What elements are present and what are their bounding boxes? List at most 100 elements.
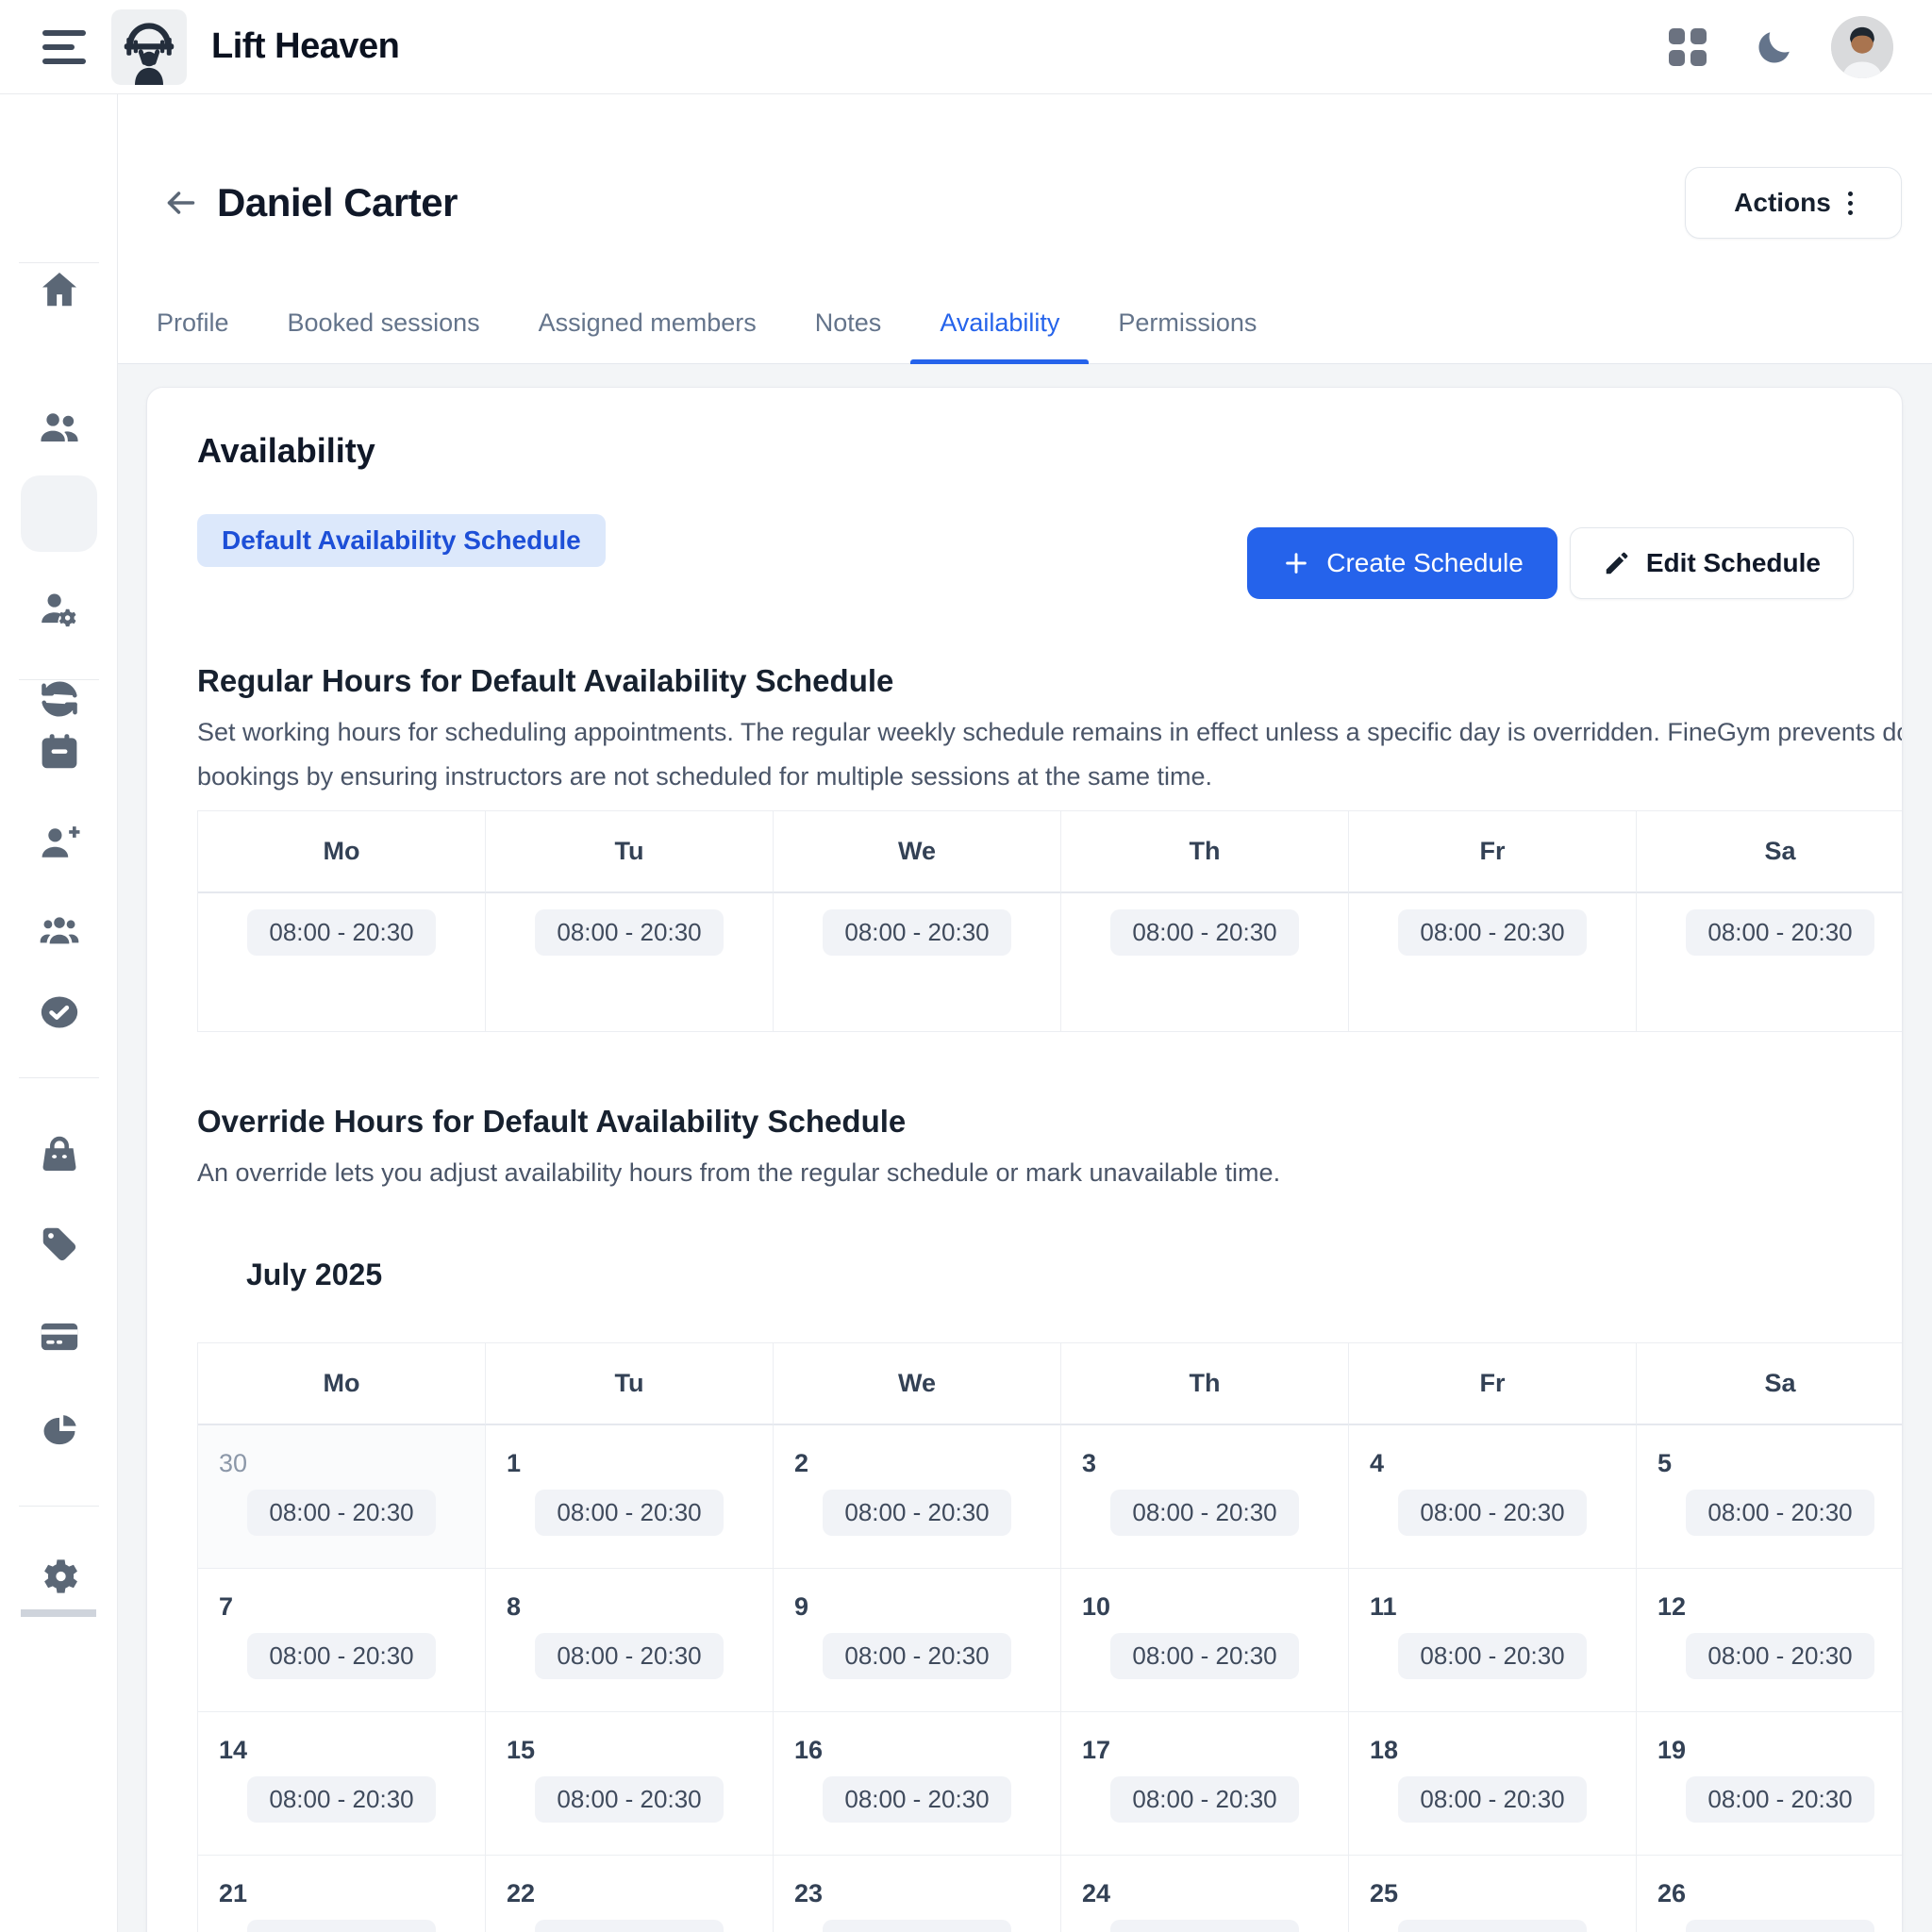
calendar-day-cell[interactable]: 3 08:00 - 20:30: [1061, 1425, 1349, 1569]
time-chip: 08:00 - 20:30: [1686, 909, 1874, 956]
calendar-day-cell[interactable]: 10 08:00 - 20:30: [1061, 1569, 1349, 1712]
day-number: 25: [1370, 1879, 1399, 1907]
calendar-day-cell[interactable]: 9 08:00 - 20:30: [774, 1569, 1061, 1712]
calendar-icon[interactable]: [37, 729, 82, 774]
tab-profile[interactable]: Profile: [157, 308, 229, 337]
day-header: We: [774, 811, 1061, 893]
pie-chart-icon[interactable]: [37, 1408, 82, 1454]
day-header: We: [774, 1343, 1061, 1425]
time-chip: 08:00 - 20:30: [1686, 1490, 1874, 1536]
time-chip: 08:00 - 20:30: [247, 909, 436, 956]
calendar-day-cell[interactable]: 14 08:00 - 20:30: [198, 1712, 486, 1856]
kebab-menu-icon: [1847, 191, 1853, 215]
time-chip: 08:00 - 20:30: [823, 909, 1011, 956]
day-number: 10: [1082, 1592, 1111, 1621]
sync-icon[interactable]: [37, 676, 82, 722]
time-chip: 08:00 - 20:30: [1398, 1490, 1587, 1536]
app-title: Lift Heaven: [211, 26, 400, 66]
gear-icon[interactable]: [37, 1554, 82, 1599]
calendar-day-cell[interactable]: 18 08:00 - 20:30: [1349, 1712, 1637, 1856]
calendar-week-row: 21 08:00 - 20:30 22 08:00 - 20:30 23 08:00 - …: [198, 1856, 1902, 1932]
home-icon[interactable]: [37, 267, 82, 312]
calendar-day-cell[interactable]: 8 08:00 - 20:30: [486, 1569, 774, 1712]
day-header: Fr: [1349, 1343, 1637, 1425]
calendar-day-cell[interactable]: 21 08:00 - 20:30: [198, 1856, 486, 1932]
regular-hours-heading: Regular Hours for Default Availability S…: [197, 663, 894, 698]
calendar-day-cell[interactable]: 23 08:00 - 20:30: [774, 1856, 1061, 1932]
day-number: 30: [219, 1449, 248, 1477]
actions-button[interactable]: Actions: [1685, 167, 1902, 239]
credit-card-icon[interactable]: [37, 1314, 82, 1359]
calendar-day-cell[interactable]: 5 08:00 - 20:30: [1637, 1425, 1902, 1569]
day-number: 18: [1370, 1736, 1399, 1764]
sidebar-divider: [19, 1077, 99, 1078]
tab-availability[interactable]: Availability: [910, 282, 1090, 364]
day-number: 16: [794, 1736, 824, 1764]
create-schedule-button[interactable]: Create Schedule: [1247, 527, 1557, 599]
user-gear-icon[interactable]: [37, 586, 82, 631]
page-title: Daniel Carter: [217, 180, 458, 225]
day-number: 3: [1082, 1449, 1097, 1477]
tab-booked-sessions[interactable]: Booked sessions: [287, 308, 480, 337]
day-number: 22: [507, 1879, 536, 1907]
page-head: Daniel Carter Actions Profile Booked sess…: [118, 94, 1932, 364]
user-avatar[interactable]: [1831, 15, 1893, 78]
time-chip: 08:00 - 20:30: [247, 1920, 436, 1932]
tab-permissions[interactable]: Permissions: [1118, 308, 1257, 337]
tab-notes[interactable]: Notes: [814, 308, 882, 337]
time-chip: 08:00 - 20:30: [1110, 909, 1299, 956]
back-button[interactable]: [158, 180, 204, 225]
barbell-logo: [111, 8, 187, 85]
day-number: 9: [794, 1592, 809, 1621]
time-chip: 08:00 - 20:30: [535, 1920, 724, 1932]
calendar-day-cell[interactable]: 1 08:00 - 20:30: [486, 1425, 774, 1569]
calendar-day-cell[interactable]: 16 08:00 - 20:30: [774, 1712, 1061, 1856]
calendar-day-cell[interactable]: 11 08:00 - 20:30: [1349, 1569, 1637, 1712]
sidebar-scroll-thumb[interactable]: [21, 1609, 96, 1617]
day-header: Tu: [486, 811, 774, 893]
check-circle-icon[interactable]: [37, 990, 82, 1035]
user-plus-icon[interactable]: [37, 820, 82, 865]
calendar-day-cell[interactable]: 4 08:00 - 20:30: [1349, 1425, 1637, 1569]
calendar-day-cell[interactable]: 12 08:00 - 20:30: [1637, 1569, 1902, 1712]
time-chip: 08:00 - 20:30: [1398, 909, 1587, 956]
time-chip: 08:00 - 20:30: [247, 1633, 436, 1679]
content-area: Availability Default Availability Schedu…: [118, 364, 1932, 1932]
sidebar-divider: [19, 1506, 99, 1507]
time-chip: 08:00 - 20:30: [1686, 1633, 1874, 1679]
moon-icon[interactable]: [1752, 25, 1797, 70]
calendar-day-cell[interactable]: 22 08:00 - 20:30: [486, 1856, 774, 1932]
pencil-icon: [1606, 552, 1628, 575]
tab-assigned-members[interactable]: Assigned members: [538, 308, 757, 337]
time-chip: 08:00 - 20:30: [1686, 1920, 1874, 1932]
calendar-day-cell[interactable]: 15 08:00 - 20:30: [486, 1712, 774, 1856]
calendar-day-cell[interactable]: 17 08:00 - 20:30: [1061, 1712, 1349, 1856]
day-number: 14: [219, 1736, 248, 1764]
calendar-day-cell[interactable]: 30 08:00 - 20:30: [198, 1425, 486, 1569]
time-chip: 08:00 - 20:30: [1686, 1776, 1874, 1823]
calendar-day-cell[interactable]: 7 08:00 - 20:30: [198, 1569, 486, 1712]
day-header: Fr: [1349, 811, 1637, 893]
day-header: Tu: [486, 1343, 774, 1425]
sidebar-divider: [19, 262, 99, 263]
day-header: Th: [1061, 1343, 1349, 1425]
edit-schedule-label: Edit Schedule: [1645, 548, 1821, 577]
calendar-day-cell[interactable]: 25 08:00 - 20:30: [1349, 1856, 1637, 1932]
sidebar-divider: [19, 679, 99, 680]
users-icon[interactable]: [37, 405, 82, 450]
regular-hours-cell: 08:00 - 20:30: [774, 893, 1061, 1032]
calendar-day-cell[interactable]: 24 08:00 - 20:30: [1061, 1856, 1349, 1932]
time-chip: 08:00 - 20:30: [823, 1920, 1011, 1932]
calendar-day-cell[interactable]: 2 08:00 - 20:30: [774, 1425, 1061, 1569]
apps-grid-icon[interactable]: [1665, 25, 1710, 70]
shopping-bag-icon[interactable]: [37, 1131, 82, 1176]
menu-icon[interactable]: [42, 29, 86, 64]
calendar-day-cell[interactable]: 26 08:00 - 20:30: [1637, 1856, 1902, 1932]
override-hours-heading: Override Hours for Default Availability …: [197, 1104, 907, 1139]
tag-icon[interactable]: [37, 1222, 82, 1267]
users-group-icon[interactable]: [37, 907, 82, 952]
tab-bar: Profile Booked sessions Assigned members No…: [127, 282, 1286, 364]
edit-schedule-button[interactable]: Edit Schedule: [1569, 527, 1854, 599]
calendar-day-cell[interactable]: 19 08:00 - 20:30: [1637, 1712, 1902, 1856]
app-header: Lift Heaven: [0, 0, 1932, 94]
